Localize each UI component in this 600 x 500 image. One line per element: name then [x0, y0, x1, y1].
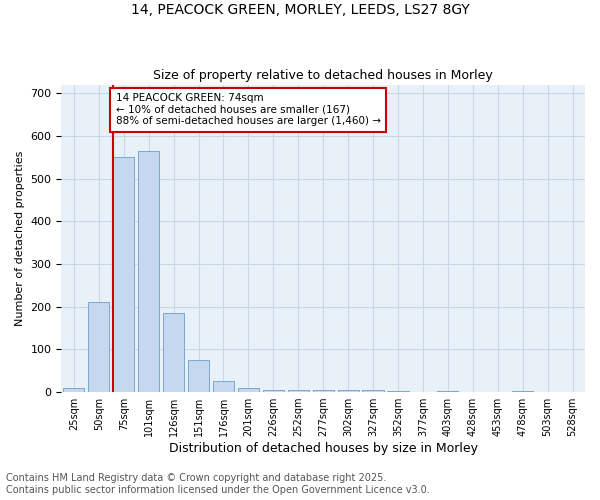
- Bar: [113, 157, 134, 392]
- Title: Size of property relative to detached houses in Morley: Size of property relative to detached ho…: [154, 69, 493, 82]
- Bar: [313, 390, 334, 392]
- Text: 14, PEACOCK GREEN, MORLEY, LEEDS, LS27 8GY: 14, PEACOCK GREEN, MORLEY, LEEDS, LS27 8…: [131, 2, 469, 16]
- Bar: [88, 302, 109, 392]
- Bar: [437, 391, 458, 392]
- Bar: [188, 360, 209, 392]
- Bar: [287, 390, 309, 392]
- Bar: [263, 390, 284, 392]
- Bar: [63, 388, 85, 392]
- Bar: [213, 382, 234, 392]
- Bar: [338, 390, 359, 392]
- Text: Contains HM Land Registry data © Crown copyright and database right 2025.
Contai: Contains HM Land Registry data © Crown c…: [6, 474, 430, 495]
- Bar: [362, 390, 383, 392]
- Bar: [512, 391, 533, 392]
- Y-axis label: Number of detached properties: Number of detached properties: [15, 150, 25, 326]
- Bar: [388, 391, 409, 392]
- Bar: [163, 313, 184, 392]
- Bar: [238, 388, 259, 392]
- X-axis label: Distribution of detached houses by size in Morley: Distribution of detached houses by size …: [169, 442, 478, 455]
- Text: 14 PEACOCK GREEN: 74sqm
← 10% of detached houses are smaller (167)
88% of semi-d: 14 PEACOCK GREEN: 74sqm ← 10% of detache…: [116, 93, 380, 126]
- Bar: [138, 151, 159, 392]
